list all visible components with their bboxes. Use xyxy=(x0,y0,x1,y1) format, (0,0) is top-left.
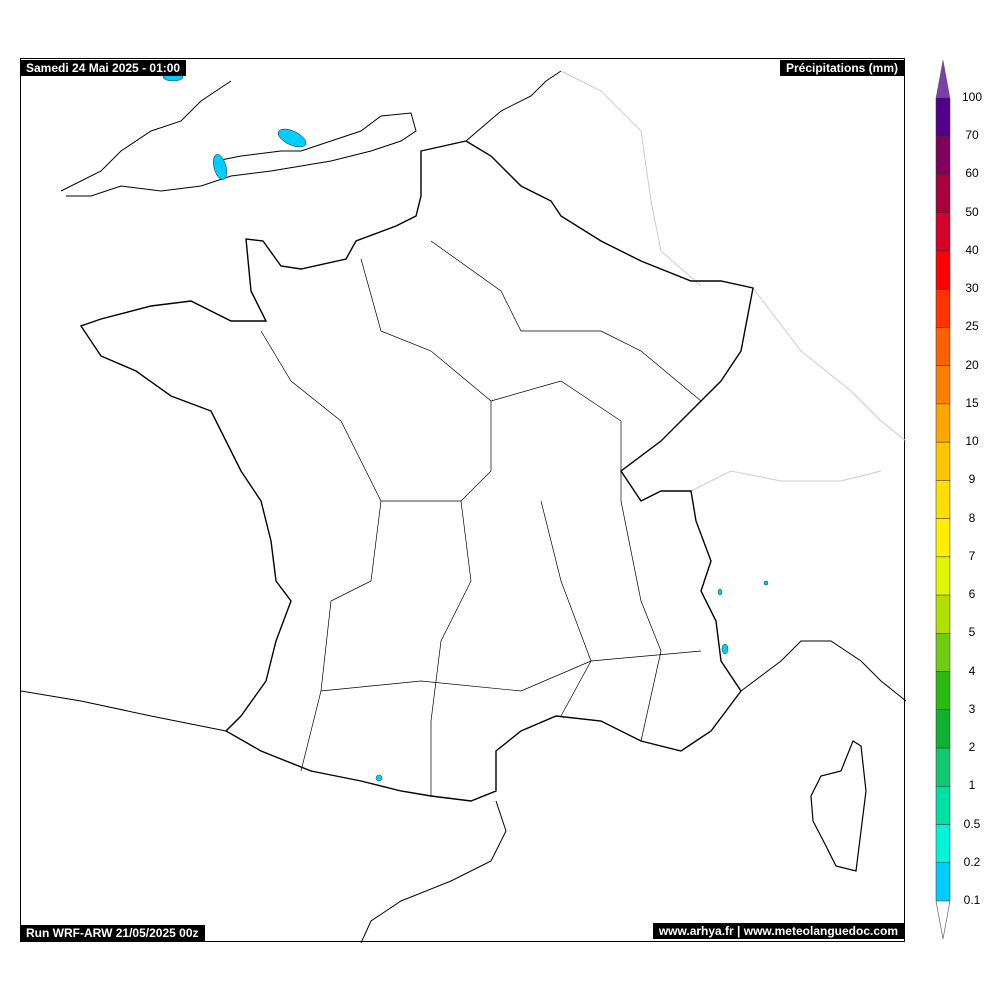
colorbar-segment xyxy=(935,786,951,825)
colorbar-label: 0.5 xyxy=(963,816,981,831)
colorbar-segment xyxy=(935,250,951,290)
colorbar-label: 0.1 xyxy=(963,893,981,907)
precipitation-map xyxy=(20,58,907,944)
colorbar-label: 9 xyxy=(968,472,976,487)
variable-label: Précipitations (mm) xyxy=(779,60,904,76)
colorbar-segment xyxy=(935,441,951,481)
colorbar-label: 1 xyxy=(968,778,976,793)
colorbar-segment xyxy=(935,174,951,213)
precip-cell xyxy=(721,643,729,655)
colorbar-label: 3 xyxy=(968,701,976,716)
colorbar-label: 7 xyxy=(968,548,976,563)
colorbar-segment xyxy=(935,288,951,328)
colorbar-segment xyxy=(935,212,951,252)
colorbar-segment xyxy=(935,747,951,787)
colorbar-label: 15 xyxy=(965,395,979,410)
uk-coastline xyxy=(60,80,417,197)
colorbar-segment xyxy=(935,403,951,443)
colorbar-label: 30 xyxy=(965,281,979,296)
credits-label: www.arhya.fr | www.meteolanguedoc.com xyxy=(652,923,904,939)
precip-cell xyxy=(717,588,723,596)
colorbar-segment xyxy=(935,633,951,672)
colorbar-label: 60 xyxy=(965,166,979,181)
precipitation-areas xyxy=(162,72,769,782)
precip-cell xyxy=(277,128,307,148)
benelux-coastline xyxy=(465,70,562,142)
colorbar-segment xyxy=(935,518,951,558)
colorbar-label: 25 xyxy=(965,319,979,334)
colorbar-label: 6 xyxy=(968,587,976,602)
italy-coastline xyxy=(740,640,907,702)
colorbar-segment xyxy=(935,671,951,711)
colorbar-label: 100 xyxy=(961,90,983,104)
colorbar-segment xyxy=(935,556,951,596)
colorbar-segment xyxy=(935,327,951,366)
colorbar-label: 50 xyxy=(965,204,979,219)
colorbar-label: 2 xyxy=(968,740,976,755)
colorbar-over-arrow xyxy=(935,59,951,99)
precip-cell xyxy=(213,154,227,180)
neighbor-borders xyxy=(560,70,907,492)
colorbar-label: 4 xyxy=(968,663,976,678)
colorbar-segment xyxy=(935,594,951,634)
colorbar-segment xyxy=(935,862,951,902)
colorbar-segment xyxy=(935,97,951,137)
colorbar-label: 8 xyxy=(968,510,976,525)
colorbar-segment xyxy=(935,365,951,405)
precip-cell xyxy=(763,580,769,586)
colorbar-segment xyxy=(935,480,951,519)
colorbar-label: 10 xyxy=(965,434,979,449)
colorbar-label: 0.2 xyxy=(963,854,981,869)
corsica-outline xyxy=(810,740,867,872)
colorbar-label: 40 xyxy=(965,242,979,257)
france-outline xyxy=(79,140,754,802)
department-borders xyxy=(260,240,702,796)
colorbar-label: 70 xyxy=(965,128,979,143)
run-label: Run WRF-ARW 21/05/2025 00z xyxy=(20,925,205,941)
precip-cell xyxy=(375,774,383,782)
colorbar-label: 20 xyxy=(965,357,979,372)
colorbar-under-arrow xyxy=(935,900,951,940)
datetime-label: Samedi 24 Mai 2025 - 01:00 xyxy=(20,60,187,76)
colorbar-segment xyxy=(935,824,951,864)
colorbar-segment xyxy=(935,135,951,175)
map-svg xyxy=(20,70,907,944)
spain-coastline xyxy=(20,690,507,944)
colorbar-label: 5 xyxy=(968,625,976,640)
colorbar-segment xyxy=(935,709,951,749)
